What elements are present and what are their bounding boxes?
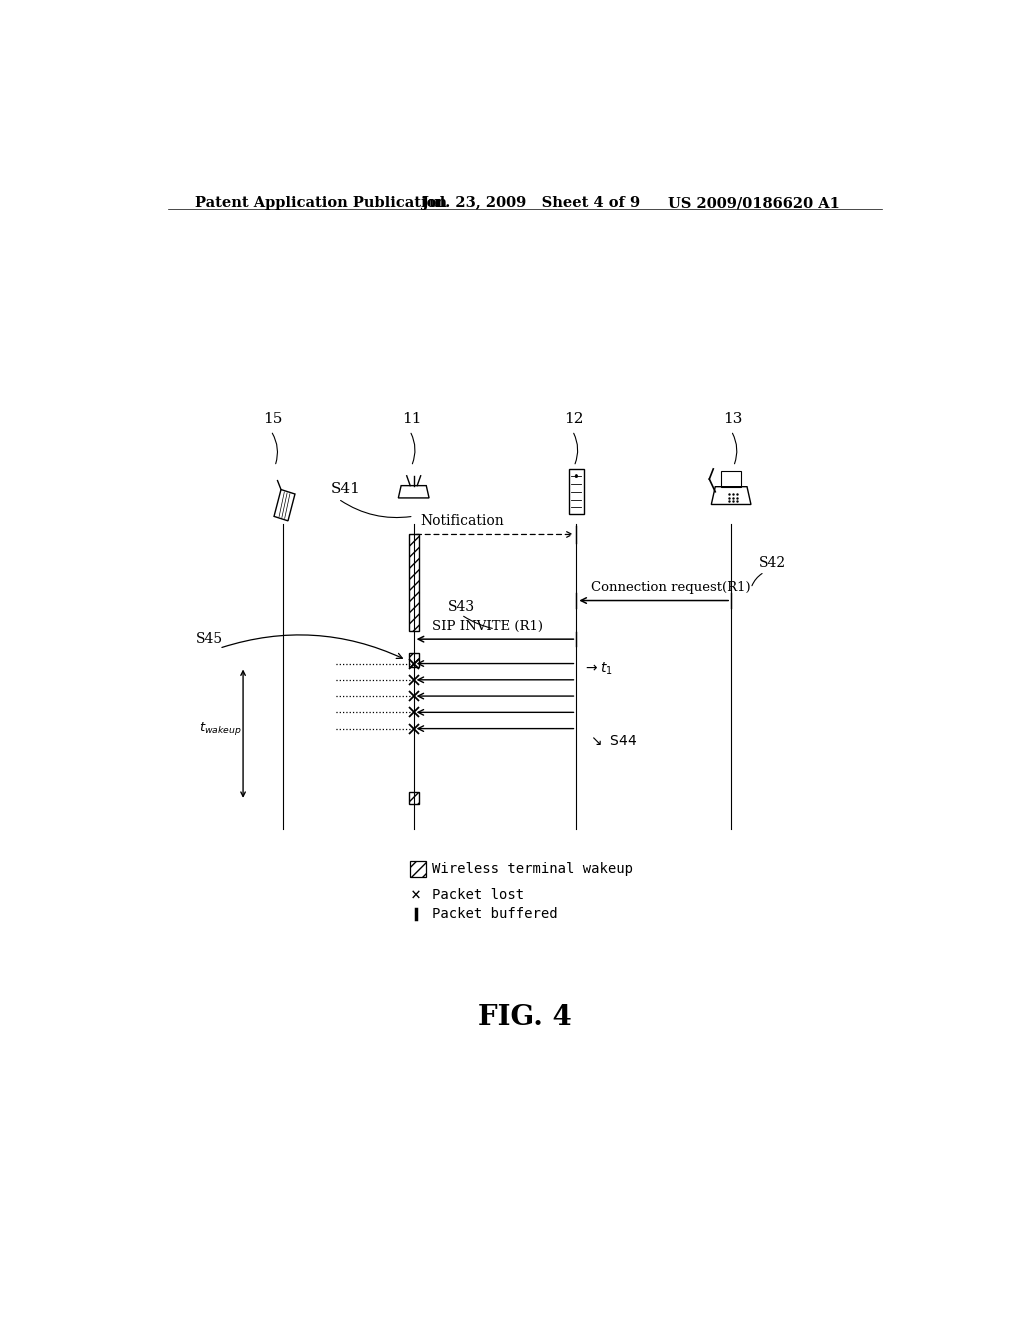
Text: S45: S45 (196, 632, 222, 647)
Text: Notification: Notification (420, 515, 504, 528)
Text: US 2009/0186620 A1: US 2009/0186620 A1 (668, 195, 840, 210)
Text: 15: 15 (263, 412, 283, 426)
Text: FIG. 4: FIG. 4 (478, 1003, 571, 1031)
Text: ×: × (411, 886, 421, 904)
Text: Connection request(R1): Connection request(R1) (591, 581, 751, 594)
Text: S42: S42 (759, 556, 786, 570)
Text: Patent Application Publication: Patent Application Publication (196, 195, 447, 210)
Bar (569, 470, 584, 515)
Text: $t_{wakeup}$: $t_{wakeup}$ (200, 721, 243, 737)
Bar (410, 861, 426, 876)
Text: Packet buffered: Packet buffered (432, 907, 558, 920)
Text: Jul. 23, 2009   Sheet 4 of 9: Jul. 23, 2009 Sheet 4 of 9 (422, 195, 640, 210)
Text: S43: S43 (447, 599, 475, 614)
Text: $\searrow$ S44: $\searrow$ S44 (588, 734, 637, 747)
Text: 12: 12 (564, 412, 584, 426)
Circle shape (575, 475, 578, 478)
Bar (409, 653, 419, 667)
Bar (409, 535, 419, 631)
Text: SIP INVITE (R1): SIP INVITE (R1) (431, 620, 543, 634)
Text: S41: S41 (331, 482, 360, 496)
Bar (409, 792, 419, 804)
Text: 13: 13 (723, 412, 742, 426)
Text: Wireless terminal wakeup: Wireless terminal wakeup (432, 862, 633, 876)
Text: 11: 11 (401, 412, 421, 426)
Text: Packet lost: Packet lost (432, 888, 524, 903)
Text: $\rightarrow t_1$: $\rightarrow t_1$ (583, 660, 612, 677)
Bar (721, 471, 741, 487)
